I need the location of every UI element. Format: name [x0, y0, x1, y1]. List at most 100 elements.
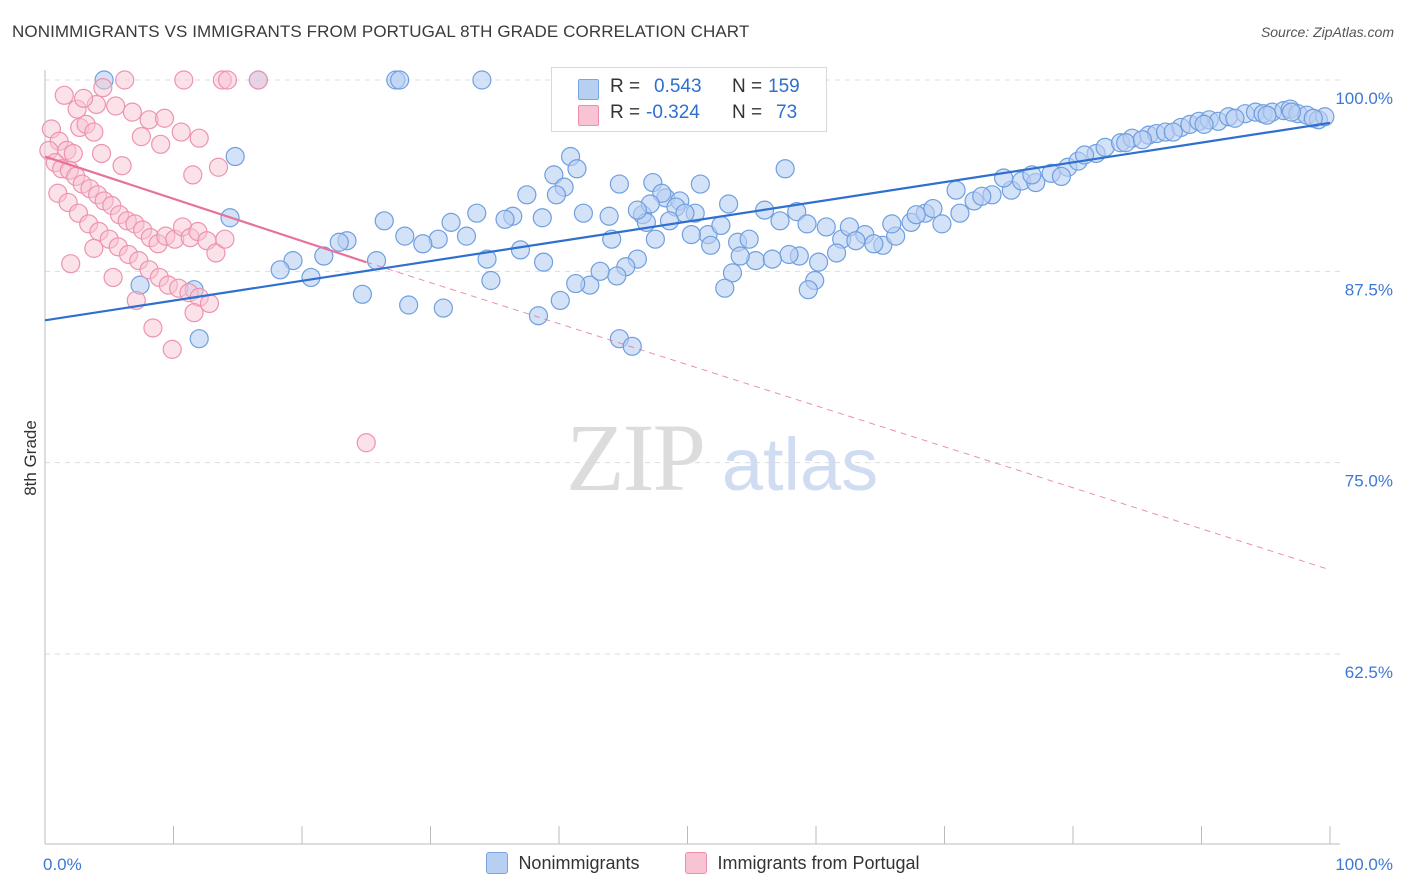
data-point-nonimmigrants	[374, 211, 394, 231]
data-point-nonimmigrants	[1225, 108, 1245, 128]
y-axis-label: 8th Grade	[21, 420, 40, 496]
source-label: Source: ZipAtlas.com	[1260, 24, 1394, 40]
legend-swatch-portugal	[685, 852, 708, 874]
data-point-nonimmigrants	[395, 226, 415, 246]
data-point-nonimmigrants	[456, 226, 477, 246]
x-tick-label: 100.0%	[1335, 855, 1393, 874]
data-point-nonimmigrants	[528, 306, 549, 326]
data-point-nonimmigrants	[787, 202, 807, 222]
data-point-nonimmigrants	[816, 217, 836, 237]
legend-item-nonimmigrants[interactable]: Nonimmigrants	[486, 852, 639, 874]
data-point-nonimmigrants	[573, 203, 594, 223]
data-point-nonimmigrants	[544, 165, 564, 185]
data-point-portugal	[217, 70, 238, 90]
data-point-portugal	[103, 267, 123, 288]
data-point-nonimmigrants	[719, 194, 739, 214]
stats-legend: R = 0.543 N = 159 R = -0.324 N = 73	[551, 67, 827, 132]
data-point-portugal	[174, 70, 194, 90]
legend-item-portugal[interactable]: Immigrants from Portugal	[685, 852, 920, 874]
data-point-nonimmigrants	[477, 249, 497, 269]
data-point-nonimmigrants	[775, 159, 795, 179]
legend-label-portugal: Immigrants from Portugal	[717, 852, 920, 873]
data-point-portugal	[91, 143, 112, 164]
data-point-nonimmigrants	[189, 329, 209, 349]
stats-swatch-nonimmigrants	[578, 79, 599, 100]
data-point-nonimmigrants	[1281, 102, 1302, 122]
data-point-nonimmigrants	[923, 198, 943, 219]
data-point-portugal	[54, 85, 74, 105]
data-point-nonimmigrants	[946, 180, 966, 200]
data-point-nonimmigrants	[659, 211, 680, 231]
data-point-portugal	[248, 70, 268, 90]
y-tick-label: 100.0%	[1335, 89, 1393, 108]
data-point-portugal	[84, 122, 104, 142]
data-point-portugal	[73, 88, 94, 108]
data-point-portugal	[171, 122, 191, 142]
stats-r-value-portugal: -0.324	[646, 102, 700, 123]
data-point-nonimmigrants	[270, 260, 290, 280]
watermark-zip: ZIP	[566, 404, 704, 511]
stats-r-label: R =	[610, 76, 641, 97]
trend-line-nonimmigrants	[44, 121, 1331, 322]
chart-title: NONIMMIGRANTS VS IMMIGRANTS FROM PORTUGA…	[12, 22, 750, 41]
data-point-nonimmigrants	[533, 252, 554, 272]
data-point-nonimmigrants	[532, 208, 552, 228]
data-point-nonimmigrants	[715, 278, 735, 298]
data-point-nonimmigrants	[1303, 108, 1323, 128]
data-point-nonimmigrants	[932, 214, 952, 234]
y-tick-label: 87.5%	[1345, 280, 1393, 299]
data-point-nonimmigrants	[517, 185, 537, 205]
data-point-nonimmigrants	[770, 211, 790, 231]
data-point-nonimmigrants	[681, 224, 701, 245]
data-point-nonimmigrants	[481, 270, 501, 291]
legend-swatch-nonimmigrants	[486, 852, 509, 874]
data-point-portugal	[208, 157, 229, 177]
data-point-nonimmigrants	[690, 174, 710, 194]
data-point-nonimmigrants	[550, 290, 570, 311]
data-point-portugal	[162, 339, 182, 359]
data-point-portugal	[184, 303, 204, 323]
data-point-nonimmigrants	[826, 243, 847, 263]
data-point-nonimmigrants	[609, 174, 629, 194]
stats-r-label: R =	[610, 102, 641, 123]
data-point-nonimmigrants	[413, 234, 433, 254]
data-point-portugal	[356, 433, 376, 453]
data-point-nonimmigrants	[590, 261, 610, 281]
data-point-portugal	[215, 229, 235, 249]
data-point-portugal	[122, 102, 142, 122]
data-point-nonimmigrants	[607, 266, 627, 286]
data-point-nonimmigrants	[762, 249, 782, 269]
data-point-nonimmigrants	[433, 298, 453, 318]
data-point-portugal	[131, 127, 151, 147]
data-point-nonimmigrants	[1163, 122, 1183, 142]
data-point-nonimmigrants	[390, 70, 410, 90]
data-point-nonimmigrants	[546, 185, 567, 205]
data-point-nonimmigrants	[808, 252, 829, 272]
data-point-nonimmigrants	[352, 284, 372, 304]
data-point-nonimmigrants	[1051, 166, 1072, 187]
legend-label-nonimmigrants: Nonimmigrants	[518, 852, 640, 873]
x-tick-label: 0.0%	[43, 855, 82, 874]
data-point-nonimmigrants	[882, 214, 902, 234]
data-point-portugal	[143, 318, 163, 338]
data-point-nonimmigrants	[972, 186, 992, 206]
data-point-nonimmigrants	[1257, 105, 1277, 125]
trend-line-portugal	[44, 155, 367, 264]
data-point-nonimmigrants	[567, 159, 587, 179]
stats-n-value-portugal: 73	[776, 102, 798, 123]
data-point-nonimmigrants	[846, 231, 866, 251]
data-point-portugal	[84, 238, 104, 258]
data-point-nonimmigrants	[645, 229, 665, 249]
data-point-portugal	[154, 108, 175, 128]
data-point-nonimmigrants	[739, 229, 759, 249]
data-point-nonimmigrants	[366, 251, 387, 271]
data-point-nonimmigrants	[1116, 133, 1136, 153]
data-point-nonimmigrants	[798, 280, 818, 300]
bottom-legend: Nonimmigrants Immigrants from Portugal	[0, 852, 1406, 874]
data-point-nonimmigrants	[329, 232, 349, 252]
data-point-nonimmigrants	[730, 246, 750, 266]
data-point-nonimmigrants	[472, 70, 492, 90]
stats-n-label: N =	[732, 102, 763, 123]
data-point-nonimmigrants	[1132, 130, 1152, 150]
